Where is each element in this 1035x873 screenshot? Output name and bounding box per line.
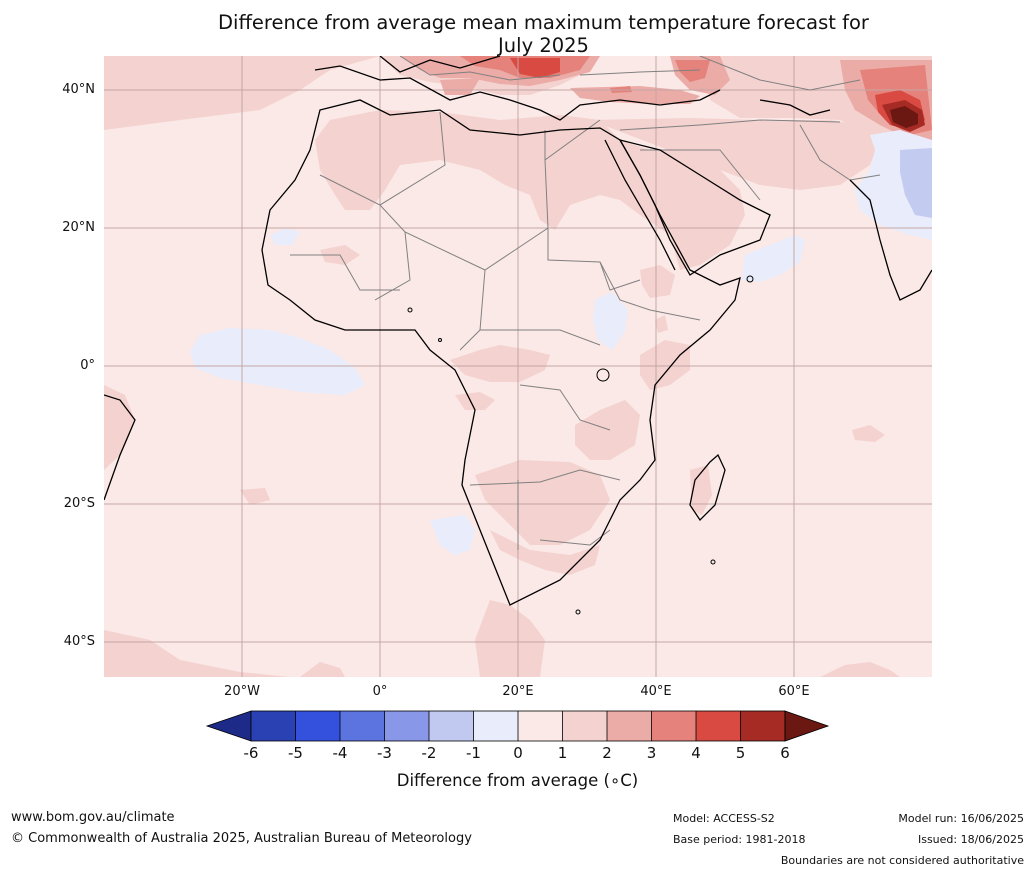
colorbar-label: Difference from average (∘C) <box>396 771 639 790</box>
lon-label-60e: 60°E <box>778 684 810 699</box>
copyright-text: © Commonwealth of Australia 2025, Austra… <box>11 831 472 846</box>
lat-label-40n: 40°N <box>62 82 95 97</box>
islands <box>407 275 754 615</box>
colorbar-segment <box>740 711 785 741</box>
colorbar-tick: 2 <box>602 744 612 762</box>
colorbar-segment <box>518 711 563 741</box>
anomaly-neg2-region <box>900 148 932 218</box>
colorbar-segment <box>251 711 296 741</box>
colorbar-tick: -1 <box>466 744 481 762</box>
colorbar-tick: -2 <box>421 744 437 762</box>
colorbar-segment <box>651 711 696 741</box>
colorbar-tick: 1 <box>557 744 568 762</box>
lat-label-20n: 20°N <box>62 220 95 235</box>
coastlines <box>104 56 932 606</box>
colorbar-segment <box>384 711 429 741</box>
colorbar-tick: 3 <box>646 744 657 762</box>
lon-label-0: 0° <box>372 684 388 699</box>
title-line-2: July 2025 <box>498 34 589 57</box>
base-period-text: Base period: 1981-2018 <box>673 833 806 846</box>
disclaimer-text: Boundaries are not considered authoritat… <box>780 854 1024 867</box>
lat-label-40s: 40°S <box>63 634 95 649</box>
colorbar-tick: 0 <box>513 744 523 762</box>
anomaly-negative-regions <box>190 130 932 555</box>
anomaly-above-5-regions <box>882 100 925 132</box>
colorbar-high-extension <box>784 710 830 742</box>
lat-label-20s: 20°S <box>63 496 95 511</box>
colorbar-tick: 6 <box>780 744 790 762</box>
colorbar-tick: -6 <box>243 744 259 762</box>
colorbar-tick: 5 <box>735 744 746 762</box>
colorbar-tick: 4 <box>691 744 701 762</box>
colorbar-segment <box>295 711 340 741</box>
colorbar-segment <box>429 711 474 741</box>
website-link[interactable]: www.bom.gov.au/climate <box>11 810 175 825</box>
colorbar-tick: -5 <box>288 744 303 762</box>
lon-label-20e: 20°E <box>502 684 534 699</box>
model-run-text: Model run: 16/06/2025 <box>898 812 1024 825</box>
colorbar-segment <box>607 711 652 741</box>
colorbar-tick: -4 <box>332 744 348 762</box>
lon-label-20w: 20°W <box>224 684 260 699</box>
colorbar-segment <box>696 711 741 741</box>
model-text: Model: ACCESS-S2 <box>673 812 775 825</box>
colorbar-segment <box>562 711 607 741</box>
colorbar-low-extension <box>205 710 252 742</box>
gridlines <box>104 56 932 677</box>
colorbar <box>205 710 830 742</box>
country-borders <box>290 56 881 550</box>
colorbar-segment <box>473 711 518 741</box>
lat-label-equator: 0° <box>80 358 95 373</box>
lon-label-40e: 40°E <box>640 684 672 699</box>
colorbar-segment <box>340 711 385 741</box>
title-line-1: Difference from average mean maximum tem… <box>218 11 869 34</box>
colorbar-tick: -3 <box>377 744 392 762</box>
issued-text: Issued: 18/06/2025 <box>917 833 1024 846</box>
